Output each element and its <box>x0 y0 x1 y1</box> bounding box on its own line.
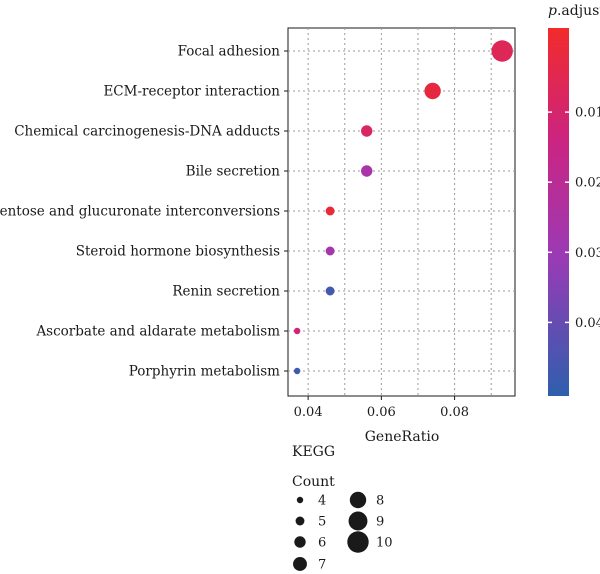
data-point <box>491 40 513 62</box>
size-legend-label: 9 <box>376 515 384 530</box>
y-axis-labels: Focal adhesion ECM-receptor interaction Ch… <box>0 44 288 380</box>
x-axis-title: GeneRatio <box>365 429 440 445</box>
y-tick-label: Chemical carcinogenesis-DNA adducts <box>14 124 280 140</box>
data-point <box>325 246 335 256</box>
color-bar-ticks: 0.01 0.02 0.03 0.04 <box>548 106 600 331</box>
legend-category-title: KEGG <box>292 444 335 460</box>
color-bar-tick-label: 0.01 <box>575 106 600 121</box>
color-bar-tick-label: 0.03 <box>575 246 600 261</box>
size-legend-dot <box>349 491 367 509</box>
size-legend-label: 7 <box>318 558 326 573</box>
y-tick-label: Focal adhesion <box>178 44 281 60</box>
color-bar-tick-label: 0.02 <box>575 176 600 191</box>
data-point <box>424 82 441 100</box>
size-legend-items: 4 5 6 7 8 9 10 <box>293 491 393 573</box>
x-tick-label: 0.06 <box>367 405 396 420</box>
size-legend-label: 10 <box>376 536 393 551</box>
y-tick-label: Bile secretion <box>186 164 281 180</box>
size-legend: KEGG Count 4 5 6 7 8 9 10 <box>292 444 393 573</box>
color-legend: p.adjust 0.01 0.02 0.03 0.04 <box>548 3 600 396</box>
y-tick-label: Ascorbate and aldarate metabolism <box>35 324 280 340</box>
data-point <box>361 165 373 177</box>
size-legend-dot <box>293 557 307 571</box>
size-legend-dot <box>295 516 305 526</box>
data-point <box>325 286 335 296</box>
x-axis: 0.04 0.06 0.08 <box>294 396 469 420</box>
data-points <box>293 40 513 375</box>
size-legend-label: 4 <box>318 494 326 509</box>
size-legend-dot <box>347 531 369 553</box>
plot-panel <box>287 27 516 397</box>
color-legend-title: p.adjust <box>548 3 600 19</box>
size-legend-dot <box>296 496 304 504</box>
y-tick-label: Renin secretion <box>172 284 280 300</box>
x-tick-label: 0.08 <box>440 405 469 420</box>
y-tick-label: ECM-receptor interaction <box>103 84 280 100</box>
grid-lines <box>288 28 515 396</box>
size-legend-title: Count <box>292 474 335 490</box>
color-bar-tick-label: 0.04 <box>575 316 600 331</box>
color-bar <box>548 28 569 396</box>
y-tick-label: Pentose and glucuronate interconversions <box>0 204 280 220</box>
x-tick-label: 0.04 <box>294 405 323 420</box>
size-legend-label: 5 <box>318 515 326 530</box>
size-legend-label: 8 <box>376 494 384 509</box>
data-point <box>325 206 335 216</box>
data-point <box>293 367 301 375</box>
y-tick-label: Steroid hormone biosynthesis <box>76 244 280 260</box>
size-legend-dot <box>294 536 306 548</box>
size-legend-label: 6 <box>318 536 326 551</box>
data-point <box>293 327 301 335</box>
size-legend-dot <box>348 511 368 531</box>
y-tick-label: Porphyrin metabolism <box>129 364 280 380</box>
data-point <box>361 125 373 137</box>
